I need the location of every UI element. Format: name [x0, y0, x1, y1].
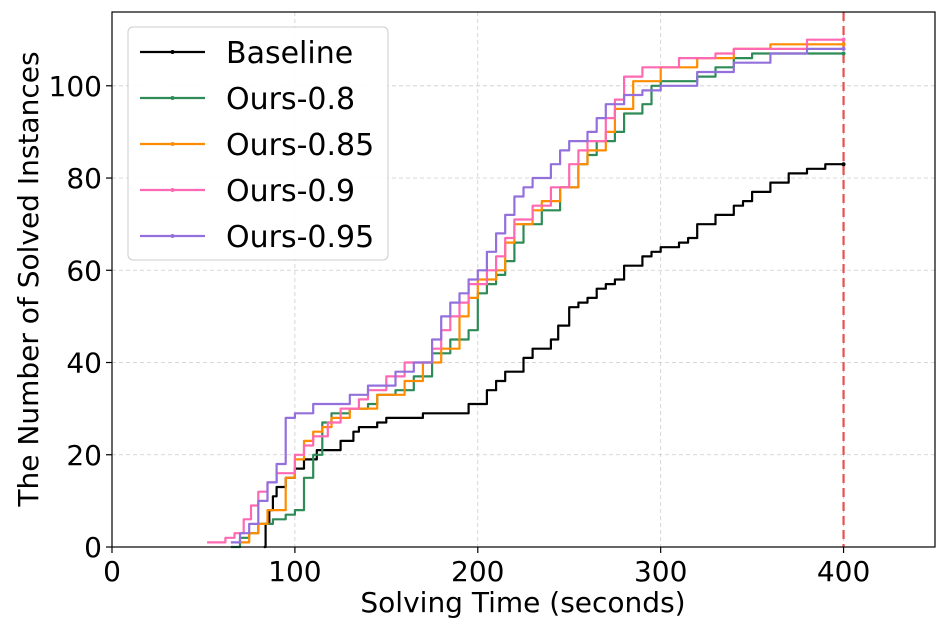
x-tick-label: 300 — [634, 555, 687, 588]
legend-marker-ours-0-85 — [170, 142, 175, 146]
y-tick-label: 0 — [84, 531, 102, 564]
legend-marker-ours-0-9 — [170, 188, 175, 192]
legend: Baseline Ours-0.8 Ours-0.85 Ours-0.9 Ours-0.… — [127, 26, 389, 261]
x-tick-label: 200 — [451, 555, 504, 588]
legend-label-ours-0-9: Ours-0.9 — [226, 174, 355, 209]
y-tick-label: 20 — [66, 439, 102, 472]
series-line-ours-0-8 — [230, 52, 844, 549]
x-tick-label: 0 — [103, 555, 121, 588]
plot-frame — [111, 11, 936, 548]
legend-marker-ours-0-95 — [170, 234, 175, 238]
series-line-baseline — [263, 163, 844, 549]
x-tick-label: 400 — [817, 555, 870, 588]
y-axis-title: The Number of Solved Instances — [12, 51, 45, 507]
series-end-point-ours-0-95 — [841, 46, 846, 51]
series-line-ours-0-95 — [230, 47, 844, 544]
y-tick-label: 80 — [66, 162, 102, 195]
series-end-point-ours-0-8 — [841, 51, 846, 56]
x-tick-label: 100 — [268, 555, 321, 588]
tick-layer: 0 100 200 300 400 0 20 40 60 80 100 — [49, 70, 871, 588]
legend-label-ours-0-8: Ours-0.8 — [226, 82, 355, 117]
y-tick-label: 100 — [49, 70, 102, 103]
y-tick-label: 60 — [66, 254, 102, 287]
legend-label-baseline: Baseline — [226, 36, 353, 71]
legend-frame — [127, 26, 389, 261]
legend-marker-ours-0-8 — [170, 96, 175, 100]
series-end-point-ours-0-9 — [841, 37, 846, 42]
series-end-point-baseline — [841, 162, 846, 167]
series-layer — [207, 37, 846, 549]
series-line-ours-0-85 — [240, 43, 844, 544]
y-tick-label: 40 — [66, 347, 102, 380]
series-end-point-ours-0-85 — [841, 42, 846, 47]
legend-marker-baseline — [170, 50, 175, 54]
legend-label-ours-0-95: Ours-0.95 — [226, 220, 374, 255]
legend-label-ours-0-85: Ours-0.85 — [226, 128, 374, 163]
x-axis-title: Solving Time (seconds) — [360, 586, 685, 619]
